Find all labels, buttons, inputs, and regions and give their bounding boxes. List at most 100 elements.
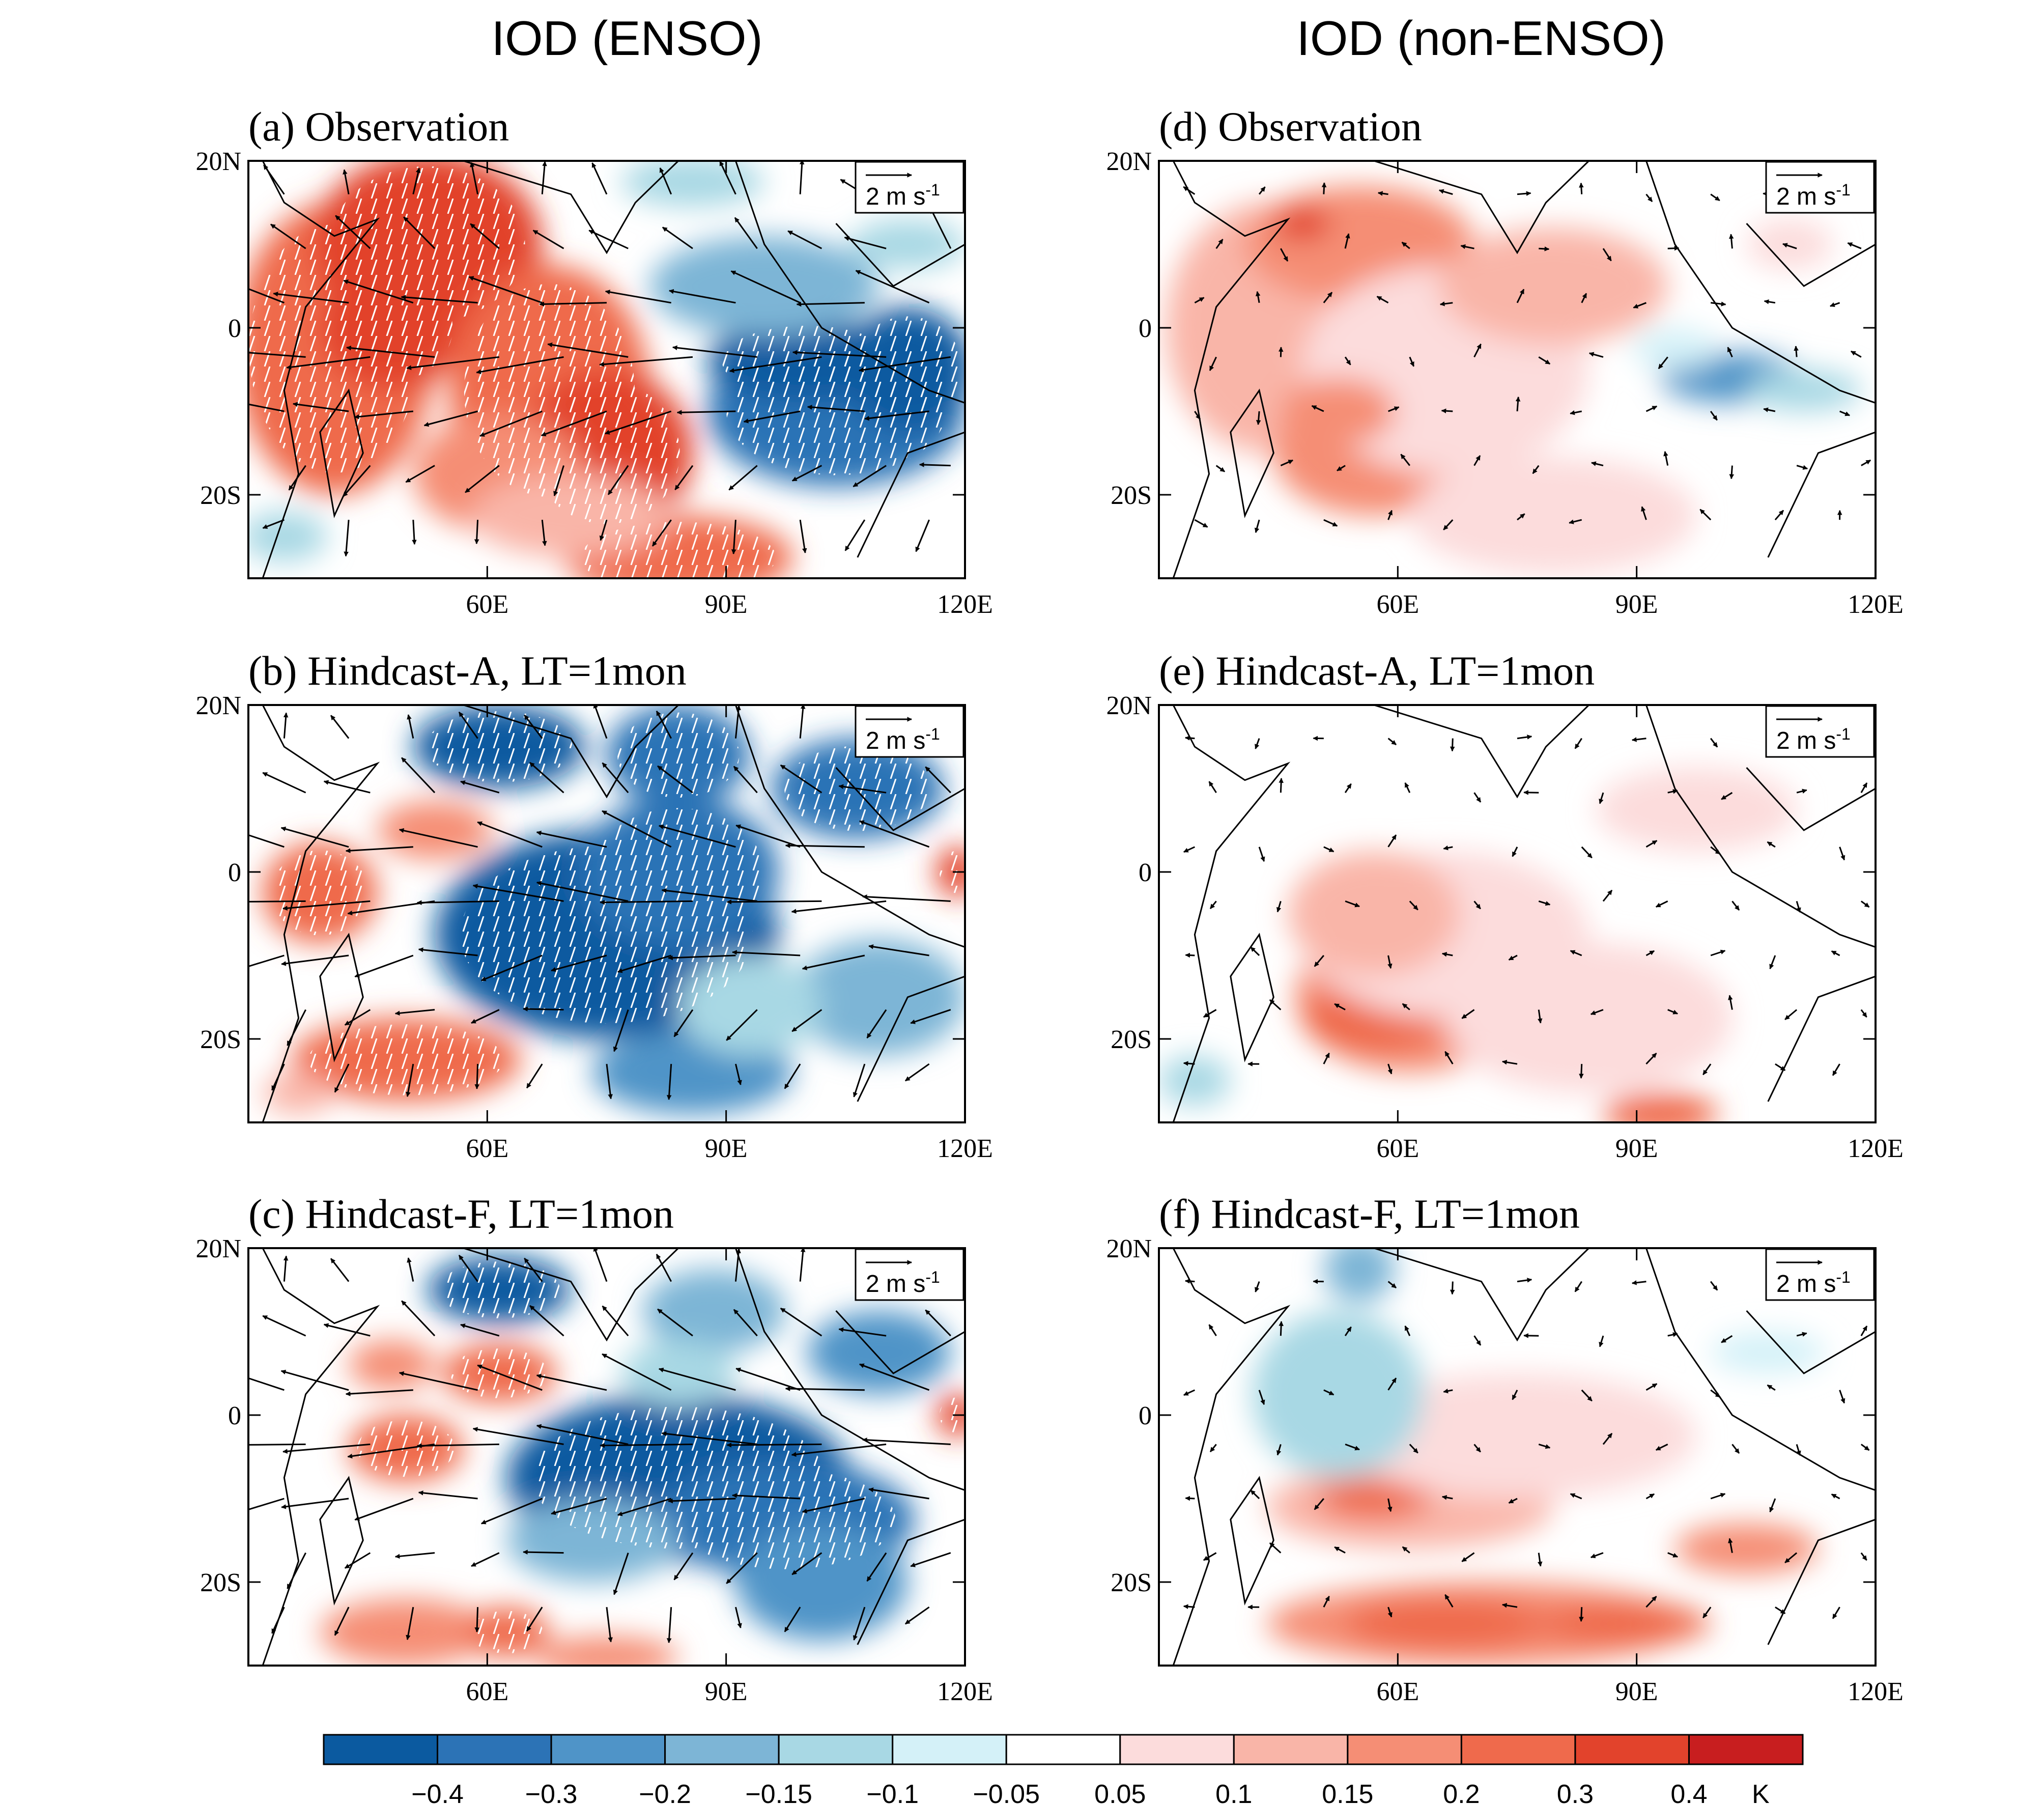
wind-arrow [343, 169, 350, 194]
wind-arrow [470, 223, 500, 249]
wind-arrow [1728, 995, 1733, 1010]
wind-arrow [1256, 411, 1261, 425]
lat-tick-label: 20N [195, 1234, 241, 1263]
wind-arrow [733, 1309, 758, 1337]
colorbar-label: −0.4 [411, 1780, 464, 1804]
lat-tick-label: 20S [1111, 1025, 1152, 1054]
wind-arrow [1344, 356, 1351, 365]
wind-arrow [1255, 291, 1261, 303]
wind-arrow [784, 1063, 801, 1089]
wind-arrow [334, 1606, 350, 1636]
wind-arrow [780, 1307, 822, 1337]
wind-arrow [734, 705, 741, 739]
colorbar-box [778, 1734, 894, 1765]
anomaly-region [793, 939, 965, 1056]
wind-arrow [539, 301, 607, 307]
wind-arrow [1839, 410, 1850, 416]
wind-arrow [281, 1498, 349, 1509]
colorbar-unit: K [1752, 1780, 1770, 1804]
wind-arrow [658, 1367, 736, 1391]
lon-tick-label: 60E [466, 1134, 508, 1163]
colorbar-label: −0.15 [745, 1780, 812, 1804]
lat-tick-label: 20S [200, 1025, 241, 1054]
wind-arrow [868, 944, 929, 956]
wind-arrow [262, 772, 306, 794]
wind-arrow [807, 405, 865, 412]
lat-tick-label: 20S [200, 1568, 241, 1597]
wind-arrow [248, 900, 306, 903]
wind-arrow [1473, 1335, 1482, 1346]
wind-arrow [541, 161, 547, 194]
wind-arrow [1377, 191, 1388, 196]
wind-arrow [1323, 1596, 1330, 1608]
wind-arrow [669, 289, 736, 304]
map-frame [247, 160, 966, 579]
wind-arrow [1831, 950, 1840, 956]
wind-arrow [1538, 900, 1551, 906]
column-title-non-enso: IOD (non-ENSO) [1296, 11, 1665, 66]
wind-arrow [1710, 846, 1721, 855]
wind-arrow [1831, 1493, 1840, 1500]
wind-arrow [1311, 405, 1324, 412]
wind-arrow [1590, 1552, 1604, 1559]
wind-arrow [838, 784, 887, 794]
wind-arrow [910, 1009, 951, 1024]
panel-title-a: (a) Observation [248, 103, 509, 150]
anomaly-region [320, 1598, 492, 1666]
colorbar-box [1347, 1734, 1462, 1765]
wind-arrow [1775, 1606, 1786, 1615]
wind-arrow [617, 954, 672, 973]
wind-arrow [1667, 789, 1678, 794]
colorbar-box [1574, 1734, 1690, 1765]
anomaly-region [850, 219, 965, 270]
wind-arrow [418, 1490, 478, 1500]
wind-arrow [1517, 735, 1532, 740]
wind-arrow [1255, 738, 1260, 749]
wind-arrow [248, 834, 285, 848]
reference-vector-exponent: -1 [1836, 725, 1850, 743]
coastline [1172, 161, 1876, 578]
wind-arrow [1387, 738, 1397, 746]
wind-arrow [780, 764, 822, 794]
lon-tick-label: 60E [1376, 1677, 1419, 1706]
anomaly-region [377, 801, 492, 860]
wind-arrow [536, 1373, 607, 1391]
reference-vector: 2 m s-1 [855, 161, 964, 214]
wind-arrow [732, 1493, 801, 1500]
wind-arrow [791, 1552, 822, 1575]
wind-arrow [286, 356, 371, 370]
wind-arrow [1194, 519, 1208, 528]
lon-tick-label: 60E [1376, 1134, 1419, 1163]
anomaly-region [1445, 943, 1733, 1093]
wind-arrow [479, 410, 543, 437]
wind-arrow [1727, 347, 1733, 358]
wind-arrow [287, 1552, 306, 1589]
wind-arrow [472, 884, 564, 902]
wind-arrow [1409, 900, 1418, 911]
wind-arrow [1387, 834, 1397, 848]
coastline [262, 161, 965, 578]
wind-arrow [1444, 1051, 1454, 1064]
wind-arrow [613, 1009, 629, 1052]
wind-arrow [1728, 234, 1734, 249]
colorbar-box [1688, 1734, 1804, 1765]
wind-arrow [465, 465, 500, 493]
wind-arrow [915, 519, 930, 552]
wind-arrow [666, 1607, 672, 1643]
wind-arrow [334, 1063, 350, 1093]
wind-arrow [658, 824, 736, 848]
wind-arrow [345, 1389, 413, 1396]
wind-arrow [1851, 350, 1862, 358]
wind-arrow [1183, 186, 1196, 195]
wind-arrow [1323, 1389, 1335, 1396]
wind-arrow [1796, 788, 1807, 794]
wind-vectors [248, 705, 951, 1100]
wind-arrow [248, 403, 285, 412]
wind-arrow [651, 519, 672, 547]
wind-arrow [674, 465, 694, 490]
wind-arrow [474, 520, 479, 545]
wind-arrow [1515, 396, 1521, 412]
wind-arrow [1839, 847, 1846, 861]
wind-arrow [536, 830, 607, 848]
wind-arrow [1710, 193, 1720, 202]
